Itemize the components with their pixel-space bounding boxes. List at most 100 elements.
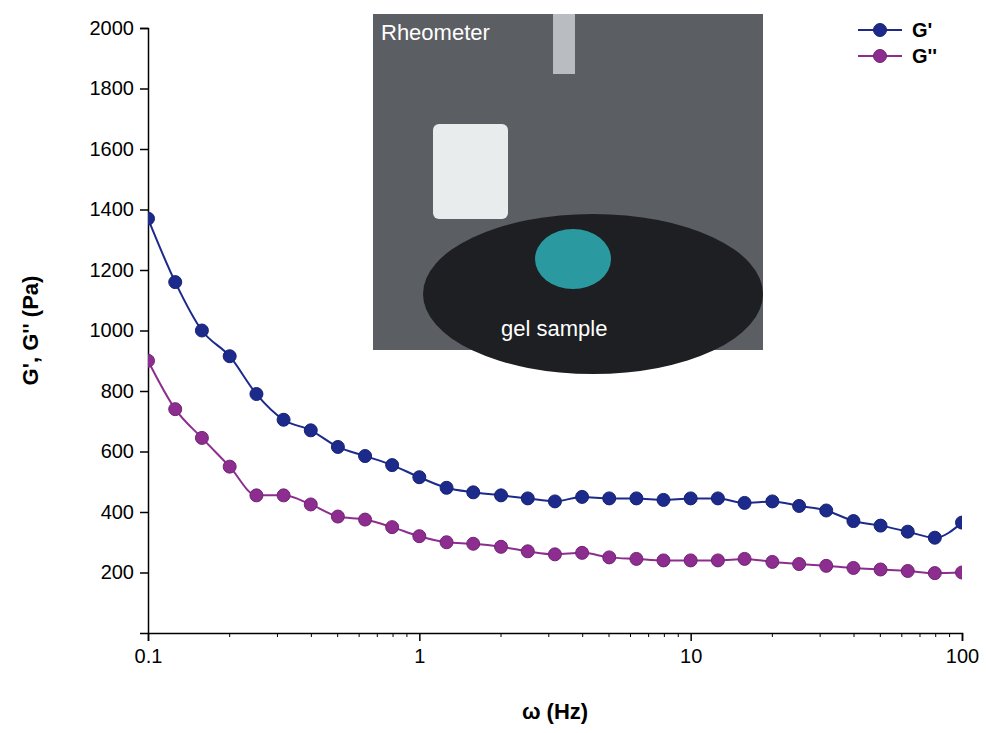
data-point	[467, 486, 480, 499]
x-tick-label: 0.1	[135, 645, 163, 667]
x-minor-tick	[501, 633, 502, 637]
data-point	[820, 559, 833, 572]
x-minor-tick	[359, 633, 360, 637]
data-point	[901, 525, 914, 538]
y-tick: 800	[101, 380, 148, 402]
x-tick-label: 10	[680, 645, 702, 667]
x-minor-tick	[772, 633, 773, 637]
x-minor-tick	[311, 633, 312, 637]
y-tick-mark	[140, 330, 148, 332]
x-minor-tick	[919, 633, 920, 637]
y-tick-label: 600	[101, 440, 134, 462]
data-point	[223, 350, 236, 363]
legend-label: G''	[912, 45, 937, 67]
y-tick-label: 1400	[90, 198, 135, 220]
x-tick-label: 100	[946, 645, 979, 667]
data-point	[603, 551, 616, 564]
data-point	[331, 440, 344, 453]
annotation: Rheometer	[381, 20, 490, 45]
x-minor-tick	[582, 633, 583, 637]
data-point	[766, 495, 779, 508]
data-point	[548, 495, 561, 508]
annotation: gel sample	[501, 316, 607, 341]
y-tick: 1200	[90, 259, 149, 281]
x-tick: 1	[414, 633, 425, 667]
x-minor-tick	[664, 633, 665, 637]
data-point	[847, 515, 860, 528]
plot-area	[148, 212, 962, 580]
x-tick: 100	[946, 633, 979, 667]
x-minor-tick	[377, 633, 378, 637]
x-minor-tick	[854, 633, 855, 637]
data-point	[684, 554, 697, 567]
y-tick-label: 400	[101, 501, 134, 523]
y-tick: 1400	[90, 198, 149, 220]
series-line	[148, 361, 962, 573]
data-point	[630, 552, 643, 565]
data-point	[684, 492, 697, 505]
x-minor-tick	[901, 633, 902, 637]
data-point	[630, 492, 643, 505]
data-point	[277, 413, 290, 426]
data-point	[793, 558, 806, 571]
x-minor-tick	[880, 633, 881, 637]
data-point	[576, 546, 589, 559]
data-point	[603, 492, 616, 505]
data-point	[413, 471, 426, 484]
x-tick: 0.1	[135, 633, 163, 667]
data-point	[440, 481, 453, 494]
series-markers	[148, 354, 962, 579]
data-point	[148, 354, 155, 367]
data-point	[195, 431, 208, 444]
data-point	[386, 459, 399, 472]
y-tick-mark	[140, 512, 148, 514]
x-tick: 10	[680, 633, 702, 667]
data-point	[820, 504, 833, 517]
x-axis: 0.1 1 10 100	[135, 633, 980, 667]
data-point	[521, 545, 534, 558]
data-point	[413, 530, 426, 543]
chart: 0.11101002004006008001000120014001600180…	[0, 0, 986, 733]
data-point	[250, 388, 263, 401]
y-tick: 200	[101, 561, 148, 583]
data-point	[359, 513, 372, 526]
legend-label: G'	[912, 19, 932, 41]
y-tick-mark	[140, 88, 148, 90]
x-tick-label: 1	[414, 645, 425, 667]
y-tick-mark	[140, 270, 148, 272]
data-point	[195, 324, 208, 337]
inset: Rheometer gel sample	[373, 14, 763, 374]
y-tick-label: 800	[101, 380, 134, 402]
y-tick-label: 1000	[90, 319, 135, 341]
y-tick: 600	[101, 440, 148, 462]
x-minor-tick	[820, 633, 821, 637]
data-point	[766, 555, 779, 568]
x-tick-mark	[419, 633, 421, 641]
y-tick-label: 2000	[90, 17, 135, 39]
data-point	[956, 516, 963, 529]
data-point	[847, 561, 860, 574]
legend: G' G''	[858, 19, 937, 67]
x-tick-mark	[690, 633, 692, 641]
y-tick-mark	[140, 28, 148, 30]
x-minor-tick	[935, 633, 936, 637]
data-point	[657, 554, 670, 567]
x-minor-tick	[277, 633, 278, 637]
data-point	[874, 519, 887, 532]
data-point	[359, 450, 372, 463]
x-minor-tick	[406, 633, 407, 637]
inset-instrument	[553, 14, 575, 74]
x-axis-title: ω (Hz)	[522, 699, 588, 724]
x-minor-tick	[648, 633, 649, 637]
data-point	[956, 566, 963, 579]
data-point	[495, 540, 508, 553]
x-minor-tick	[630, 633, 631, 637]
legend-marker	[874, 24, 887, 37]
x-minor-ticks	[230, 633, 950, 637]
x-minor-tick	[949, 633, 950, 637]
data-point	[738, 496, 751, 509]
y-tick-mark	[140, 149, 148, 151]
data-point	[928, 531, 941, 544]
data-point	[148, 212, 155, 225]
data-point	[495, 489, 508, 502]
